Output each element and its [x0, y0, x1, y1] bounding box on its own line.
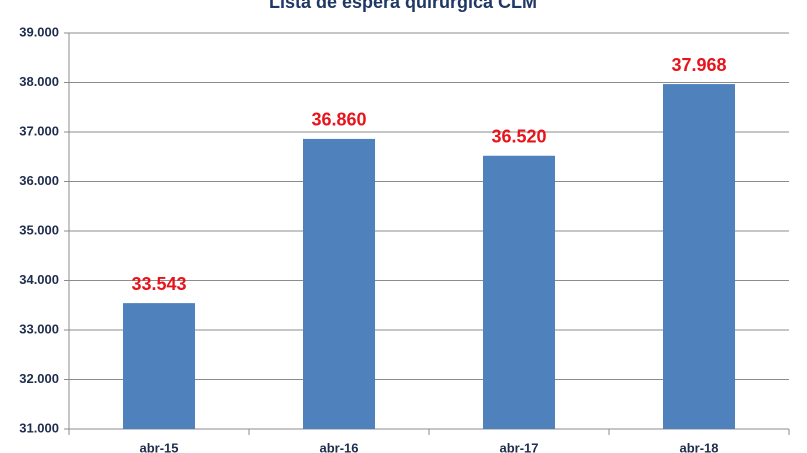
value-label: 33.543 [131, 274, 186, 294]
value-label: 37.968 [671, 55, 726, 75]
y-tick-label: 38.000 [19, 74, 59, 89]
x-tick-label: abr-15 [139, 440, 178, 453]
y-tick-label: 39.000 [19, 24, 59, 39]
y-tick-label: 31.000 [19, 420, 59, 435]
bar [123, 303, 195, 429]
bar [483, 155, 555, 429]
bar [663, 84, 735, 430]
y-tick-label: 32.000 [19, 371, 59, 386]
y-tick-label: 35.000 [19, 222, 59, 237]
chart-title: Lista de espera quirúrgica CLM [269, 0, 537, 12]
y-tick-label: 34.000 [19, 272, 59, 287]
x-tick-label: abr-16 [319, 440, 358, 453]
y-tick-label: 37.000 [19, 123, 59, 138]
bar [303, 138, 375, 429]
x-tick-label: abr-18 [679, 440, 718, 453]
y-tick-label: 33.000 [19, 321, 59, 336]
x-tick-label: abr-17 [499, 440, 538, 453]
value-label: 36.860 [311, 110, 366, 130]
y-tick-label: 36.000 [19, 173, 59, 188]
value-label: 36.520 [491, 127, 546, 147]
